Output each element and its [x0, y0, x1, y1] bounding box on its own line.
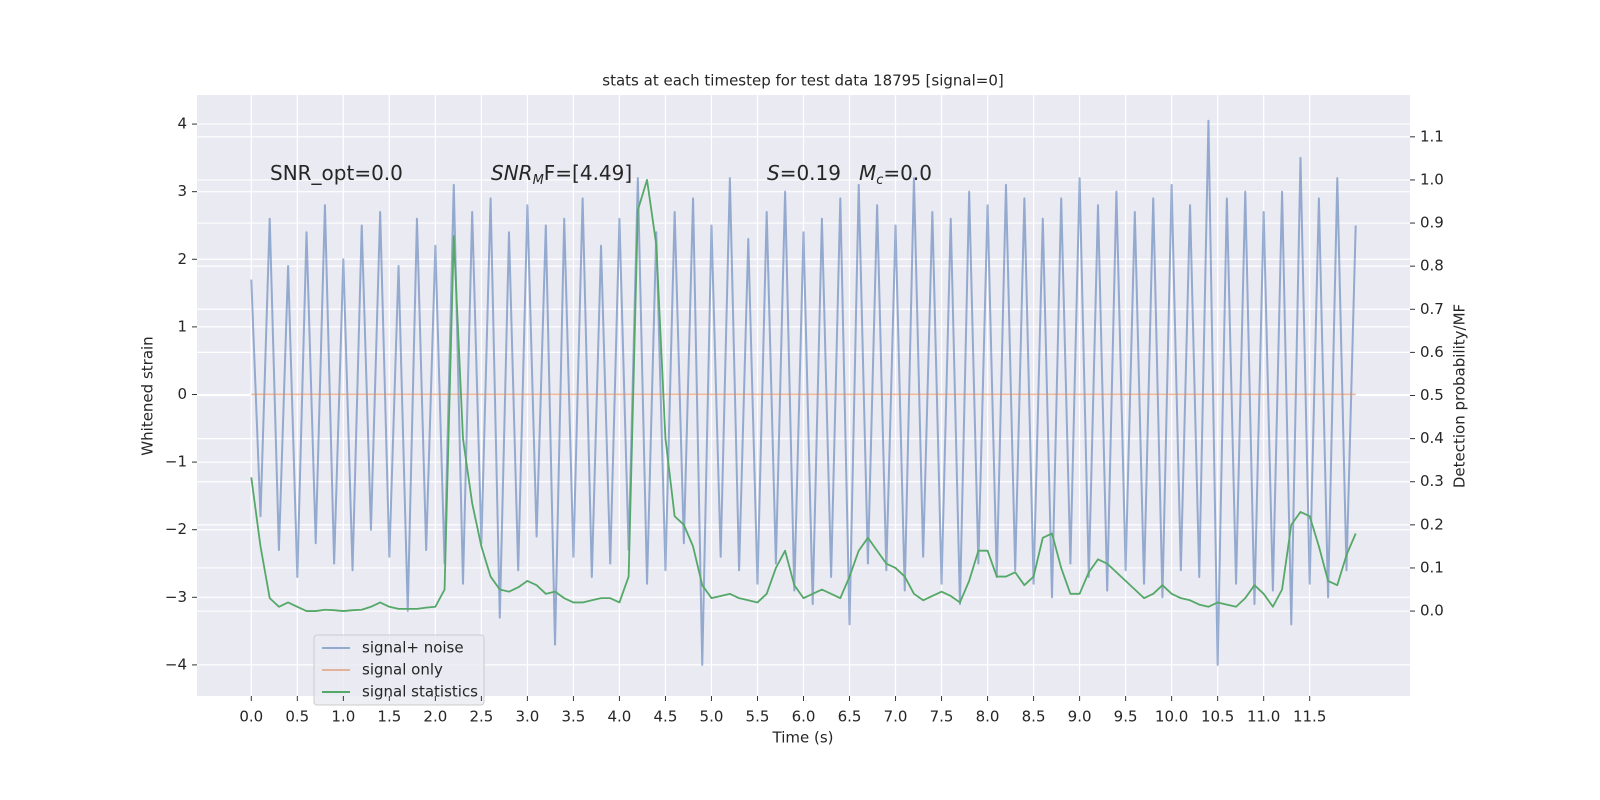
annotation: Mc=0.0	[859, 161, 932, 188]
x-axis-label: Time (s)	[772, 729, 834, 747]
x-tick-label: 1.5	[377, 708, 401, 726]
legend-label: signal statistics	[362, 683, 478, 701]
x-tick-label: 11.5	[1293, 708, 1326, 726]
y2-tick-label: 0.5	[1420, 386, 1444, 404]
x-tick-label: 8.0	[976, 708, 1000, 726]
y-axis-label: Whitened strain	[139, 336, 157, 455]
annotation-text: =0.0	[883, 161, 932, 185]
x-tick-label: 6.5	[838, 708, 862, 726]
annotation-subscript: M	[533, 173, 544, 188]
annotation-text: M	[859, 161, 876, 185]
annotation-text: S	[767, 161, 780, 185]
y2-tick-label: 1.1	[1420, 127, 1444, 145]
y2-tick-label: 0.9	[1420, 214, 1444, 232]
x-tick-label: 4.5	[654, 708, 678, 726]
y2-tick-label: 0.0	[1420, 602, 1444, 620]
annotation-text: =0.19	[780, 161, 841, 185]
legend-label: signal+ noise	[362, 639, 464, 657]
y2-tick-label: 0.8	[1420, 257, 1444, 275]
y2-tick-label: 0.1	[1420, 558, 1444, 576]
x-tick-label: 7.0	[884, 708, 908, 726]
x-tick-label: 11.0	[1247, 708, 1280, 726]
y-tick-label: 3	[177, 182, 187, 200]
legend-box	[313, 634, 485, 706]
y-tick-label: 1	[177, 317, 187, 335]
y-tick-label: 0	[177, 385, 187, 403]
x-tick-label: 1.0	[331, 708, 355, 726]
x-tick-label: 7.5	[930, 708, 954, 726]
x-tick-label: 5.0	[700, 708, 724, 726]
x-tick-label: 8.5	[1022, 708, 1046, 726]
annotation-text: SNR	[491, 161, 533, 185]
y2-tick-label: 0.3	[1420, 472, 1444, 490]
x-tick-label: 9.5	[1114, 708, 1138, 726]
x-tick-label: 2.5	[469, 708, 493, 726]
y2-tick-label: 1.0	[1420, 170, 1444, 188]
annotation-text: SNR_opt=0.0	[270, 161, 403, 185]
y2-tick-label: 0.4	[1420, 429, 1444, 447]
annotation: S=0.19	[767, 161, 841, 185]
x-tick-label: 5.5	[746, 708, 770, 726]
y2-tick-label: 0.6	[1420, 343, 1444, 361]
legend-label: signal only	[362, 661, 443, 679]
y2-tick-label: 0.2	[1420, 515, 1444, 533]
annotation-text: F=[4.49]	[544, 161, 632, 185]
x-tick-label: 3.0	[515, 708, 539, 726]
x-tick-label: 0.0	[239, 708, 263, 726]
series-line	[250, 119, 1357, 666]
annotation: SNR_opt=0.0	[270, 161, 403, 185]
chart-title: stats at each timestep for test data 187…	[602, 72, 1003, 90]
x-tick-label: 10.0	[1155, 708, 1188, 726]
y-tick-label: −4	[165, 655, 187, 673]
y-tick-label: 2	[177, 250, 187, 268]
x-tick-label: 3.5	[561, 708, 585, 726]
y-tick-label: 4	[177, 115, 187, 133]
y-tick-label: −2	[165, 520, 187, 538]
series-line	[250, 179, 1357, 612]
annotation: SNRMF=[4.49]	[491, 161, 632, 188]
y-tick-label: −3	[165, 588, 187, 606]
x-tick-label: 10.5	[1201, 708, 1234, 726]
x-tick-label: 6.0	[792, 708, 816, 726]
x-tick-label: 2.0	[423, 708, 447, 726]
y-tick-label: −1	[165, 453, 187, 471]
y2-tick-label: 0.7	[1420, 300, 1444, 318]
x-tick-label: 4.0	[608, 708, 632, 726]
y2-axis-label: Detection probability/MF	[1451, 304, 1469, 488]
x-tick-label: 0.5	[285, 708, 309, 726]
annotation-subscript: c	[876, 173, 883, 188]
x-tick-label: 9.0	[1068, 708, 1092, 726]
